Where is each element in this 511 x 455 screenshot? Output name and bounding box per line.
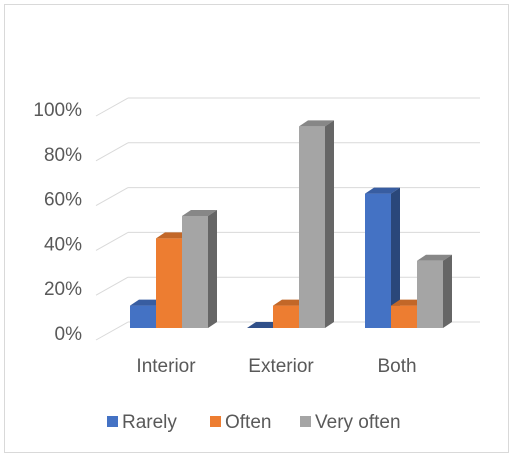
legend-item: Very often — [300, 412, 401, 433]
y-tick-label: 60% — [44, 190, 82, 211]
legend-swatch — [300, 416, 311, 427]
bar — [299, 120, 334, 328]
y-tick-label: 40% — [44, 234, 82, 255]
legend-label: Very often — [315, 412, 401, 433]
gridline-diagonal — [96, 322, 128, 340]
gridline-diagonal — [96, 232, 128, 250]
bar — [417, 255, 452, 328]
x-category-label: Interior — [136, 356, 196, 377]
bar — [182, 210, 217, 328]
y-tick-label: 0% — [55, 324, 83, 345]
y-tick-label: 20% — [44, 279, 82, 300]
gridline-diagonal — [96, 188, 128, 206]
gridline-diagonal — [96, 143, 128, 161]
legend-label: Rarely — [122, 412, 177, 433]
legend-swatch — [210, 416, 221, 427]
y-tick-label: 80% — [44, 145, 82, 166]
legend-swatch — [107, 416, 118, 427]
y-axis-ticks: 0% 20% 40% 60% 80% 100% — [33, 100, 82, 345]
gridline-diagonal — [96, 98, 128, 116]
legend-label: Often — [225, 412, 271, 433]
x-category-label: Exterior — [248, 356, 314, 377]
legend: Rarely Often Very often — [107, 412, 401, 433]
legend-item: Often — [210, 412, 271, 433]
bars — [130, 120, 452, 328]
y-tick-label: 100% — [33, 100, 82, 121]
legend-item: Rarely — [107, 412, 177, 433]
category-labels: Interior Exterior Both — [136, 356, 416, 377]
x-category-label: Both — [377, 356, 416, 377]
gridline-diagonal — [96, 277, 128, 295]
